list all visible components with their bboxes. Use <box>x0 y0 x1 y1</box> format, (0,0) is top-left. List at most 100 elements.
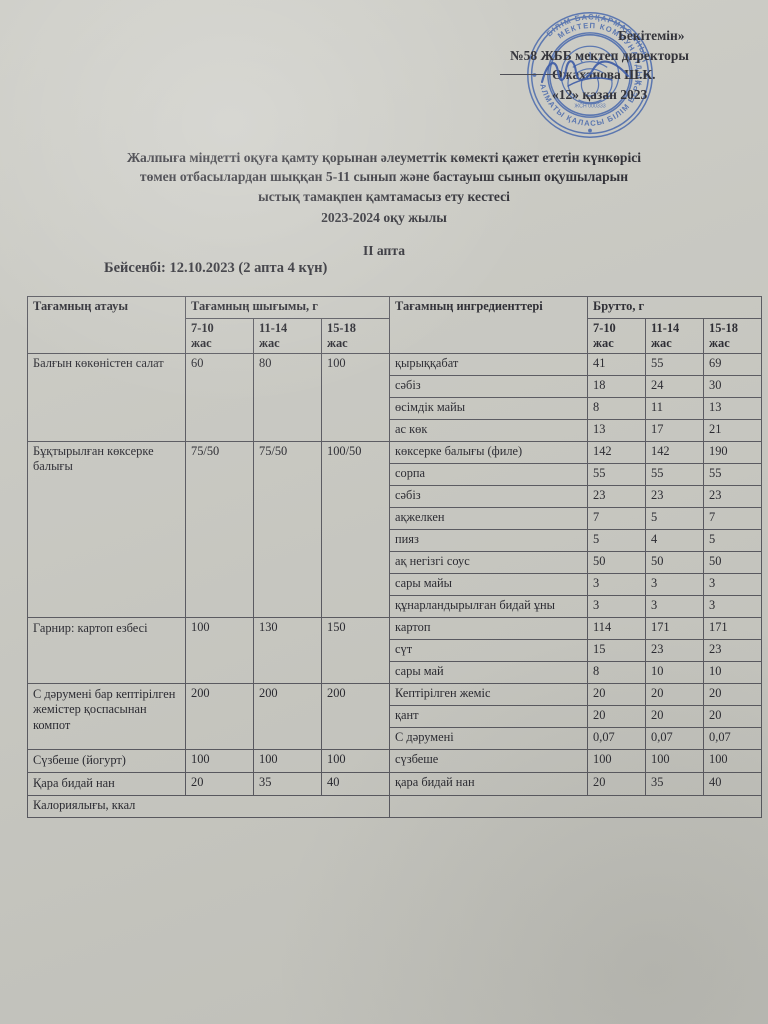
ingredient-brutto-cell: 41 <box>587 353 647 377</box>
ingredient-name-cell: Кептірілген жеміс <box>389 683 589 707</box>
ingredient-name-cell: пияз <box>389 529 589 553</box>
signature-rule <box>500 74 562 75</box>
table-row: С дәрумені 0,07 0,07 0,07 <box>28 727 763 751</box>
ingredient-brutto-cell: 40 <box>703 772 763 797</box>
dish-yield-cell: 130 <box>253 617 322 685</box>
dish-yield-cell: 100 <box>185 617 254 685</box>
menu-table-body: Балғын көкөністен салат 60 80 100 қырыққабат… <box>27 353 763 797</box>
ingredient-brutto-cell: 55 <box>645 463 705 487</box>
ingredient-brutto-cell: 20 <box>703 705 763 729</box>
ingredient-brutto-cell: 23 <box>587 485 647 509</box>
director-signature <box>540 60 630 87</box>
dish-yield-cell: 35 <box>253 772 322 797</box>
week-label: II апта <box>362 243 406 258</box>
ingredient-name-cell: сорпа <box>389 463 589 487</box>
ingredient-brutto-cell: 3 <box>703 595 763 619</box>
ingredient-name-cell: қант <box>389 705 589 729</box>
ingredient-name-cell: құнарландырылған бидай ұны <box>389 595 589 619</box>
dish-yield-cell: 200 <box>320 683 391 751</box>
ingredient-brutto-cell: 100 <box>645 749 705 774</box>
ingredient-brutto-cell: 55 <box>645 353 705 377</box>
ingredient-brutto-cell: 4 <box>645 529 705 553</box>
ingredient-brutto-cell: 20 <box>703 683 763 707</box>
header-brutto-group: Брутто, г <box>587 296 763 319</box>
approval-line-director-title: №58 ЖББ мектеп директоры <box>510 47 689 63</box>
ingredient-brutto-cell: 3 <box>587 573 647 597</box>
dish-yield-cell: 100 <box>185 749 254 774</box>
age-unit: жас <box>191 336 212 351</box>
ingredient-brutto-cell: 7 <box>587 507 647 531</box>
ingredient-brutto-cell: 7 <box>703 507 763 531</box>
ingredient-brutto-cell: 3 <box>645 573 705 597</box>
dish-name-cell: Бұқтырылған көксерке балығы <box>27 441 186 619</box>
ingredient-brutto-cell: 18 <box>587 375 647 399</box>
ingredient-brutto-cell: 0,07 <box>587 727 647 751</box>
ingredient-brutto-cell: 20 <box>587 705 647 729</box>
ingredient-brutto-cell: 15 <box>587 639 647 663</box>
ingredient-brutto-cell: 5 <box>645 507 705 531</box>
ingredient-brutto-cell: 3 <box>703 573 763 597</box>
title-line-1: Жалпыға міндетті оқуға қамту қорынан әле… <box>126 150 642 165</box>
age-unit: жас <box>709 336 730 351</box>
dish-yield-cell: 100/50 <box>320 441 391 619</box>
calories-row: Калориялығы, ккал <box>26 795 763 819</box>
age-range: 15-18 <box>327 321 356 335</box>
age-range: 7-10 <box>191 321 214 335</box>
day-label: Бейсенбі: 12.10.2023 (2 апта 4 күн) <box>104 260 328 276</box>
age-range: 15-18 <box>709 321 738 335</box>
ingredient-name-cell: картоп <box>389 617 589 641</box>
ingredient-name-cell: қырыққабат <box>389 353 589 377</box>
title-line-2: төмен отбасылардан шыққан 5-11 сынып жән… <box>139 169 629 185</box>
ingredient-name-cell: сары майы <box>389 573 589 597</box>
ingredient-brutto-cell: 0,07 <box>703 727 763 751</box>
menu-table: Тағамның атауы Тағамның шығымы, г Тағамн… <box>26 295 763 819</box>
ingredient-brutto-cell: 0,07 <box>645 727 705 751</box>
dish-yield-cell: 100 <box>320 353 391 443</box>
ingredient-brutto-cell: 23 <box>703 639 763 663</box>
dish-yield-cell: 100 <box>253 749 322 774</box>
ingredient-brutto-cell: 20 <box>645 705 705 729</box>
ingredient-brutto-cell: 23 <box>703 485 763 509</box>
approval-line-date: «12» қазан 2023 <box>552 86 648 102</box>
ingredient-brutto-cell: 55 <box>587 463 647 487</box>
ingredient-brutto-cell: 23 <box>645 485 705 509</box>
ingredient-brutto-cell: 5 <box>703 529 763 553</box>
table-row: құнарландырылған бидай ұны 3 3 3 <box>28 595 763 619</box>
dish-yield-cell: 75/50 <box>253 441 322 619</box>
ingredient-brutto-cell: 23 <box>645 639 705 663</box>
header-dish-name: Тағамның атауы <box>27 295 186 355</box>
ingredient-brutto-cell: 13 <box>703 397 763 421</box>
dish-name-cell: Балғын көкөністен салат <box>27 353 186 443</box>
table-row: сәбіз 23 23 23 <box>28 485 763 509</box>
ingredient-name-cell: сүзбеше <box>389 749 589 774</box>
ingredient-brutto-cell: 30 <box>703 375 763 399</box>
table-row: қант 20 20 20 <box>28 705 763 729</box>
ingredient-brutto-cell: 20 <box>587 772 647 797</box>
ingredient-brutto-cell: 142 <box>645 441 705 465</box>
ingredient-name-cell: ас көк <box>389 419 589 443</box>
ingredient-brutto-cell: 11 <box>645 397 705 421</box>
school-year: 2023-2024 оқу жылы <box>321 209 447 225</box>
ingredient-brutto-cell: 10 <box>645 661 705 685</box>
ingredient-name-cell: ақжелкен <box>389 507 589 531</box>
ingredient-brutto-cell: 35 <box>645 772 705 797</box>
page-title: Жалпыға міндетті оқуға қамту қорынан әле… <box>0 148 768 227</box>
ingredient-brutto-cell: 171 <box>645 617 705 641</box>
dish-yield-cell: 200 <box>185 683 254 751</box>
ingredient-brutto-cell: 50 <box>645 551 705 575</box>
ingredient-brutto-cell: 3 <box>645 595 705 619</box>
dish-name-cell: Гарнир: картоп езбесі <box>27 617 186 685</box>
dish-yield-cell: 80 <box>253 353 322 443</box>
ingredient-brutto-cell: 171 <box>703 617 763 641</box>
ingredient-brutto-cell: 100 <box>587 749 647 774</box>
age-range: 11-14 <box>259 321 288 335</box>
ingredient-brutto-cell: 3 <box>587 595 647 619</box>
ingredient-brutto-cell: 17 <box>645 419 705 443</box>
ingredient-name-cell: сәбіз <box>389 375 589 399</box>
header-brutto-age-7-10: 7-10 жас <box>587 317 647 355</box>
approval-line-approve: Бекітемін» <box>618 28 685 43</box>
ingredient-name-cell: көксерке балығы (филе) <box>389 441 589 465</box>
dish-yield-cell: 60 <box>185 353 254 443</box>
ingredient-brutto-cell: 50 <box>703 551 763 575</box>
ingredient-brutto-cell: 21 <box>703 419 763 443</box>
